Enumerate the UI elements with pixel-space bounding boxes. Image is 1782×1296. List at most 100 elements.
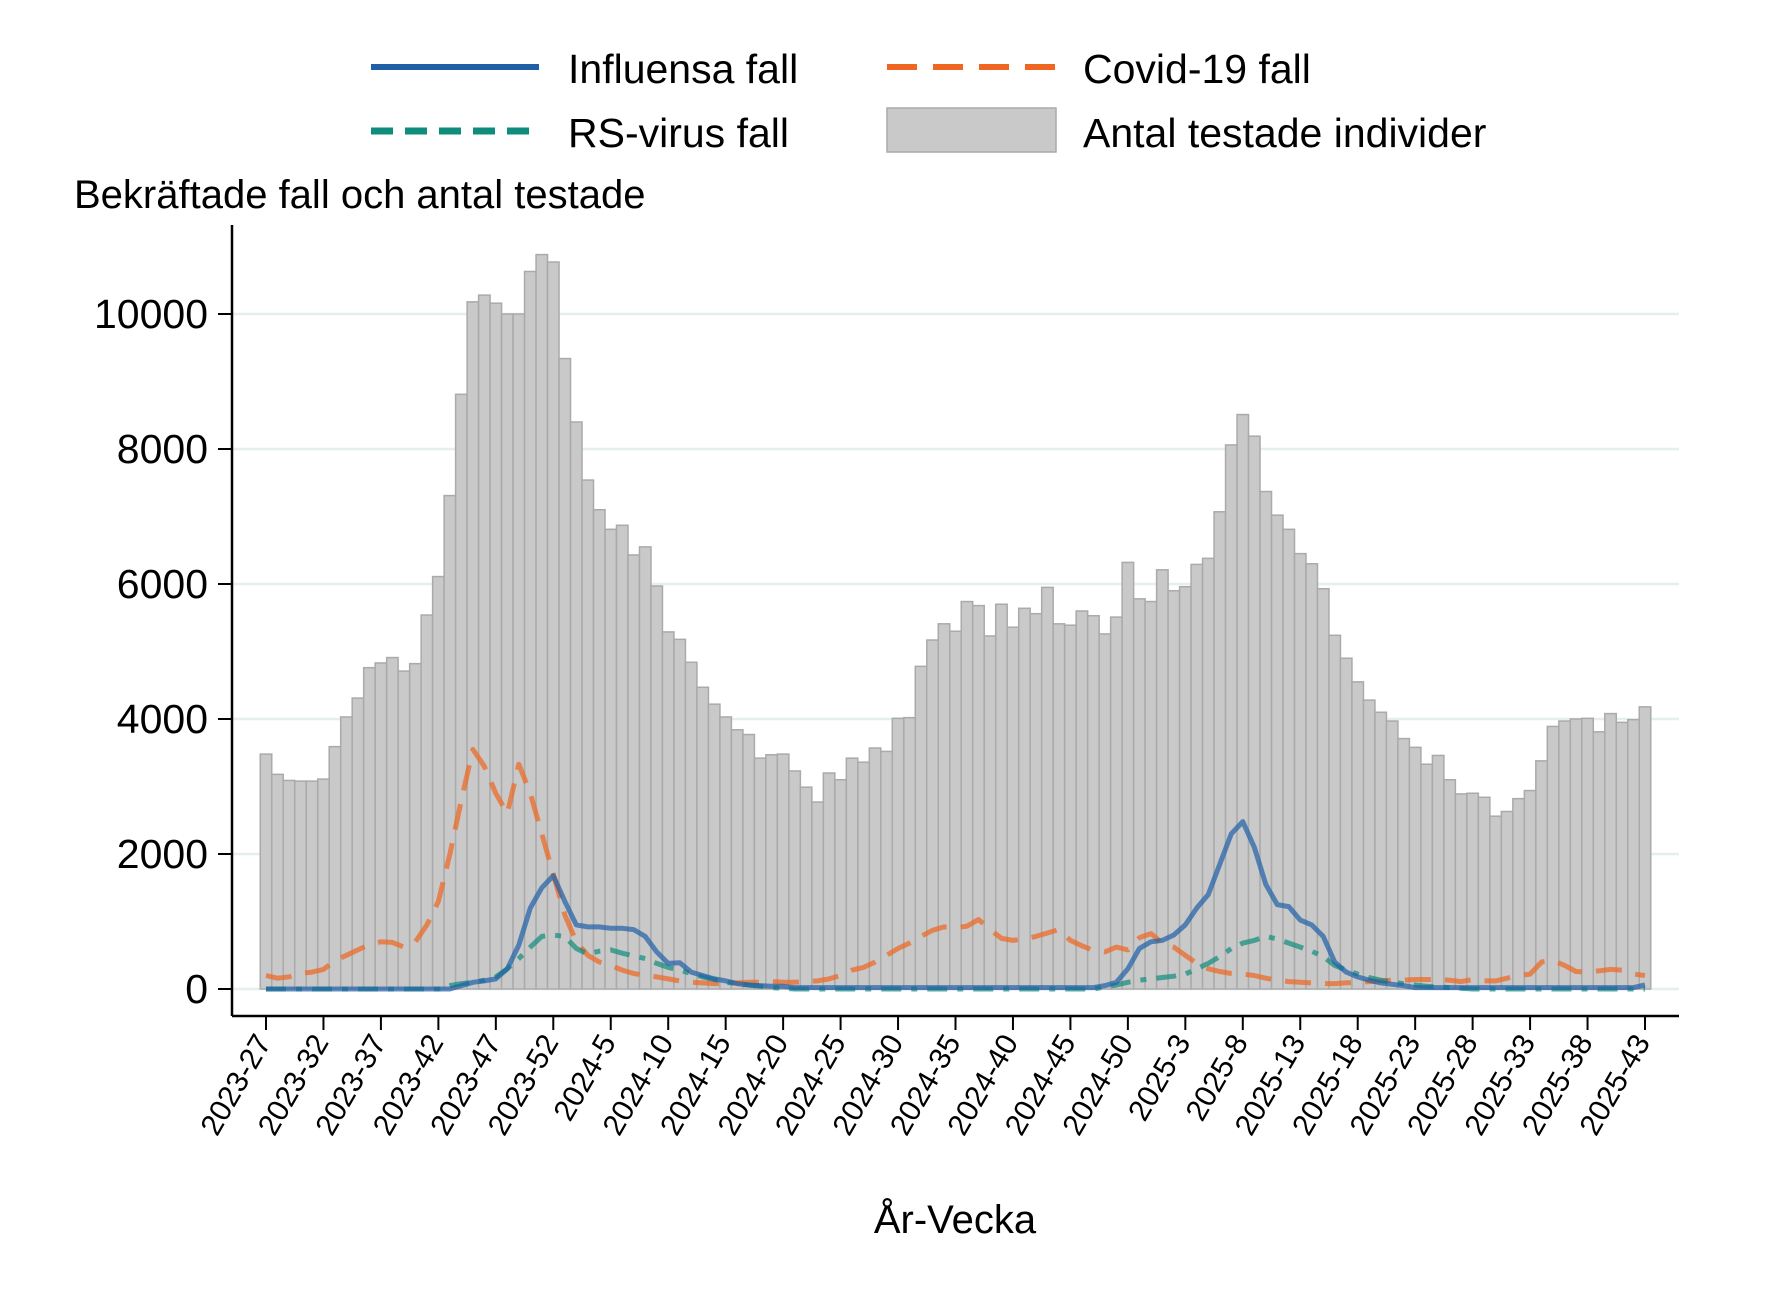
bar-tested bbox=[1420, 763, 1434, 990]
bar-tested bbox=[1431, 754, 1445, 990]
bar-tested bbox=[661, 631, 675, 990]
bar-tested bbox=[1144, 600, 1158, 990]
bar-tested bbox=[914, 665, 928, 990]
bar-tested bbox=[328, 745, 342, 990]
bar-tested bbox=[1201, 557, 1215, 990]
bar-tested bbox=[1466, 792, 1480, 990]
bar-tested bbox=[270, 773, 284, 990]
bar-tested bbox=[983, 635, 997, 990]
bar-tested bbox=[1397, 737, 1411, 990]
bar-tested bbox=[339, 716, 353, 990]
bar-tested bbox=[1155, 569, 1169, 990]
bar-tested bbox=[845, 757, 859, 990]
bar-tested bbox=[592, 509, 606, 990]
bar-tested bbox=[730, 729, 744, 990]
legend-rsv-label: RS-virus fall bbox=[568, 110, 789, 156]
bar-tested bbox=[443, 494, 457, 990]
bar-tested bbox=[512, 313, 526, 990]
y-tick-label: 4000 bbox=[117, 696, 208, 742]
bar-tested bbox=[1454, 793, 1468, 990]
bar-tested bbox=[523, 270, 537, 990]
bar-tested bbox=[673, 638, 687, 990]
bar-tested bbox=[1592, 731, 1606, 990]
bar-tested bbox=[305, 780, 319, 990]
legend-tested-swatch bbox=[886, 107, 1057, 153]
bar-tested bbox=[1408, 746, 1422, 990]
y-tick-label: 10000 bbox=[94, 291, 208, 337]
bar-tested bbox=[1581, 717, 1595, 990]
y-tick-label: 6000 bbox=[117, 561, 208, 607]
bar-tested bbox=[362, 666, 376, 990]
bar-tested bbox=[1236, 413, 1250, 990]
bar-tested bbox=[1109, 616, 1123, 990]
bar-tested bbox=[799, 786, 813, 990]
bar-tested bbox=[1374, 711, 1388, 990]
bar-tested bbox=[949, 630, 962, 990]
bar-tested bbox=[753, 757, 767, 990]
bar-tested bbox=[903, 716, 917, 990]
bar-tested bbox=[1086, 614, 1100, 990]
bar-tested bbox=[926, 639, 940, 990]
bar-tested bbox=[707, 703, 721, 990]
bar-tested bbox=[1546, 725, 1560, 990]
bar-tested bbox=[1063, 624, 1077, 990]
bar-tested bbox=[1270, 514, 1284, 990]
bar-tested bbox=[1489, 815, 1503, 990]
y-tick-label: 0 bbox=[185, 966, 208, 1012]
bar-tested bbox=[1006, 626, 1020, 990]
bar-tested bbox=[776, 753, 790, 990]
bar-tested bbox=[293, 780, 307, 990]
bar-tested bbox=[650, 585, 664, 990]
bar-tested bbox=[684, 661, 698, 990]
bar-tested bbox=[1132, 598, 1146, 990]
bar-tested bbox=[868, 747, 882, 990]
bar-tested bbox=[489, 302, 503, 990]
bar-tested bbox=[1512, 797, 1526, 990]
bar-tested bbox=[994, 603, 1008, 990]
bar-tested bbox=[1052, 623, 1066, 990]
bar-tested bbox=[1500, 810, 1514, 990]
bar-tested bbox=[1523, 789, 1537, 990]
bar-tested bbox=[696, 686, 710, 990]
bar-tested bbox=[604, 528, 618, 990]
bar-tested bbox=[1259, 490, 1273, 990]
line-covid bbox=[265, 746, 1646, 987]
bar-tested bbox=[1535, 760, 1549, 990]
bar-tested bbox=[1040, 586, 1054, 990]
bar-tested bbox=[500, 313, 514, 990]
bar-tested bbox=[431, 575, 445, 990]
bar-tested bbox=[1477, 796, 1491, 990]
bar-tested bbox=[1627, 718, 1641, 990]
bar-tested bbox=[811, 801, 825, 990]
bar-tested bbox=[466, 301, 480, 990]
y-axis-title: Bekräftade fall och antal testade bbox=[74, 173, 645, 217]
bar-tested bbox=[627, 554, 641, 990]
legend-covid-label: Covid-19 fall bbox=[1083, 46, 1311, 92]
bar-tested bbox=[385, 656, 399, 990]
bar-tested bbox=[569, 421, 583, 990]
bar-tested bbox=[454, 393, 468, 990]
legend-tested-label: Antal testade individer bbox=[1083, 110, 1486, 156]
bar-tested bbox=[1351, 681, 1365, 990]
bar-tested bbox=[1247, 435, 1261, 990]
bar-tested bbox=[477, 294, 491, 990]
bar-tested bbox=[535, 253, 549, 990]
bar-tested bbox=[742, 733, 756, 990]
bar-tested bbox=[1385, 720, 1399, 990]
bar-tested bbox=[397, 670, 411, 990]
bar-tested bbox=[1098, 633, 1112, 990]
bar-tested bbox=[1569, 718, 1583, 990]
bar-tested bbox=[1213, 511, 1227, 990]
y-tick-label: 8000 bbox=[117, 426, 208, 472]
bar-tested bbox=[1443, 779, 1457, 990]
bar-tested bbox=[971, 604, 985, 990]
bar-tested bbox=[259, 753, 273, 990]
bar-tested bbox=[1558, 720, 1572, 990]
bar-tested bbox=[1121, 561, 1135, 990]
line-influenza bbox=[266, 819, 1646, 992]
bar-tested bbox=[581, 479, 595, 990]
bar-tested bbox=[834, 779, 848, 990]
bar-tested bbox=[1190, 563, 1204, 990]
bar-tested bbox=[1362, 699, 1376, 990]
